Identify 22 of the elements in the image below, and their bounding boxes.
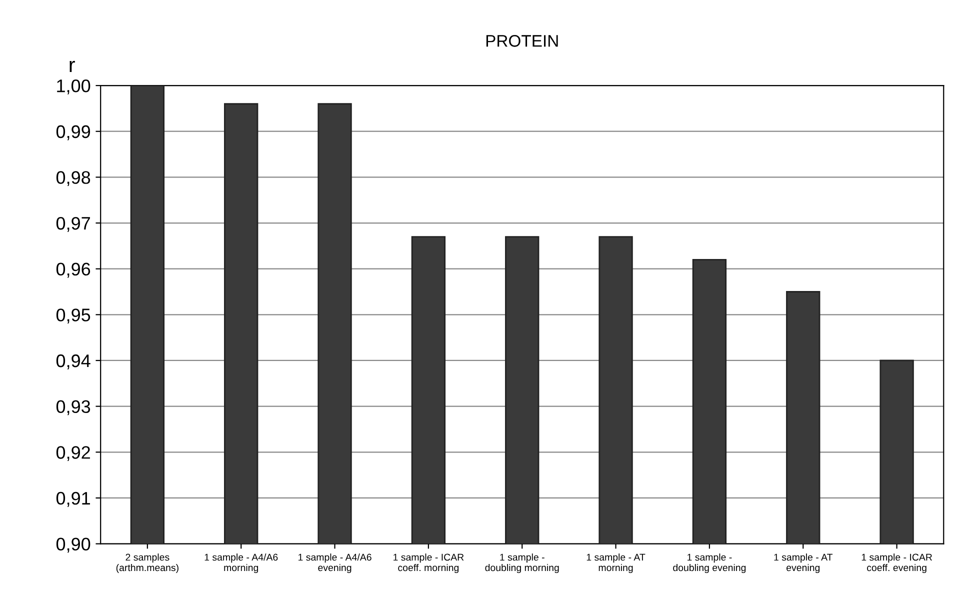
chart-title: PROTEIN — [486, 35, 558, 47]
y-tick-label: 0,97 — [56, 216, 90, 232]
x-tick-label: 1 sample - AT morning — [586, 554, 646, 574]
y-tick-label: 0,99 — [56, 125, 90, 140]
x-tick-label: 1 sample - ICAR coeff. morning — [394, 554, 464, 574]
y-tick-label: 0,98 — [56, 171, 90, 186]
y-axis-title: r — [70, 60, 75, 72]
y-tick-label: 0,90 — [56, 538, 90, 553]
y-tick-label: 0,96 — [56, 262, 90, 278]
x-tick-label: 2 samples (arthm.means) — [116, 554, 178, 574]
x-tick-label: 1 sample - AT evening — [774, 554, 833, 574]
y-tick-label: 0,92 — [56, 446, 90, 461]
x-tick-label: 1 sample - A4/A6 morning — [204, 554, 278, 574]
y-tick-label: 0,94 — [56, 354, 90, 370]
y-tick-label: 0,95 — [56, 308, 90, 324]
x-tick-label: 1 sample - A4/A6 evening — [298, 554, 372, 574]
x-tick-label: 1 sample - doubling morning — [485, 554, 559, 574]
x-tick-label: 1 sample - doubling evening — [673, 554, 746, 574]
y-tick-label: 0,93 — [56, 400, 90, 416]
y-tick-label: 1,00 — [57, 79, 90, 94]
y-tick-label: 0,91 — [56, 492, 90, 507]
x-tick-label: 1 sample - ICAR coeff. evening — [862, 554, 932, 574]
